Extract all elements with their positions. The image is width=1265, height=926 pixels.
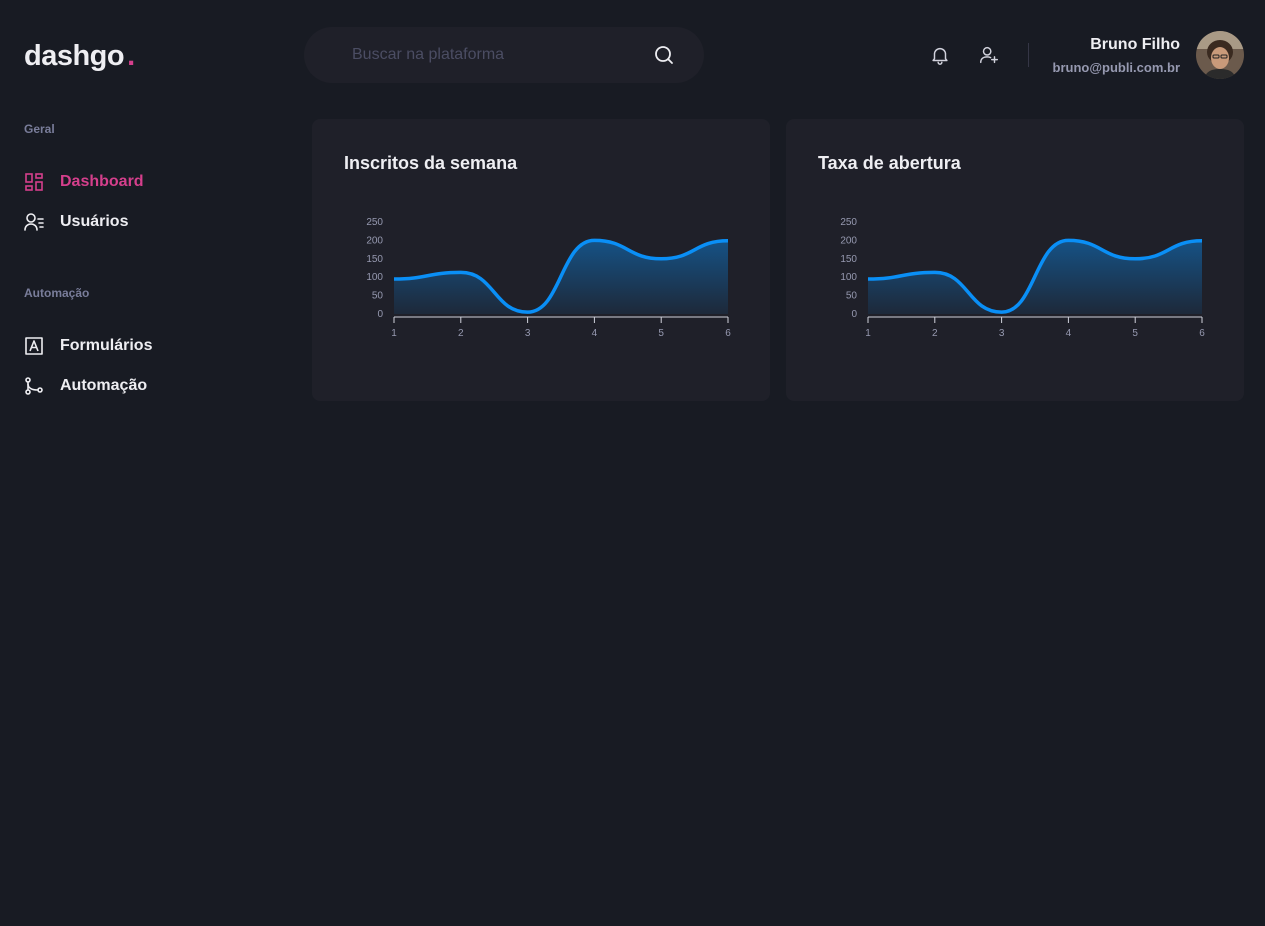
sidebar-item-dashboard[interactable]: Dashboard xyxy=(24,170,144,194)
user-add-icon[interactable] xyxy=(978,44,1000,66)
chart-x-tick-label: 2 xyxy=(458,328,464,339)
chart-card: Inscritos da semana 1 2 3 4 5 6 0 50 100 150 200 25… xyxy=(312,119,770,401)
chart-y-tick-label: 50 xyxy=(846,291,858,302)
chart-card: Taxa de abertura 1 2 3 4 5 6 0 50 100 150 200 250 xyxy=(786,119,1244,401)
chart-x-tick-label: 1 xyxy=(865,328,871,339)
search-input[interactable] xyxy=(352,27,642,83)
area-chart: 1 2 3 4 5 6 0 50 100 150 200 250 xyxy=(840,217,1205,339)
search-bar[interactable] xyxy=(304,27,704,83)
chart-y-tick-label: 100 xyxy=(840,272,857,283)
sidebar-section-title-automacao: Automação xyxy=(24,286,90,300)
sidebar-item-label: Dashboard xyxy=(60,173,144,190)
chart-x-tick-label: 3 xyxy=(999,328,1005,339)
logo-dot: . xyxy=(127,40,135,72)
sidebar-item-label: Formulários xyxy=(60,337,153,354)
chart-series-line xyxy=(393,238,729,314)
sidebar-item-label: Usuários xyxy=(60,213,129,230)
search-icon[interactable] xyxy=(652,43,676,67)
dashboard-icon xyxy=(25,173,43,191)
chart-y-tick-label: 150 xyxy=(366,254,383,265)
chart-y-tick-label: 200 xyxy=(840,235,857,246)
chart-y-tick-label: 100 xyxy=(366,272,383,283)
card-title: Taxa de abertura xyxy=(818,153,961,173)
chart-y-tick-label: 50 xyxy=(372,291,384,302)
chart-y-tick-label: 0 xyxy=(377,309,383,320)
card-title: Inscritos da semana xyxy=(344,153,518,173)
chart-x-tick-label: 6 xyxy=(1199,328,1205,339)
sidebar-item-usuarios[interactable]: Usuários xyxy=(24,210,128,234)
chart-y-tick-label: 0 xyxy=(851,309,857,320)
area-chart: 1 2 3 4 5 6 0 50 100 150 200 250 xyxy=(366,217,731,339)
sidebar-section-title-geral: Geral xyxy=(24,122,55,136)
chart-x-tick-label: 2 xyxy=(932,328,938,339)
chart-x-tick-label: 6 xyxy=(725,328,731,339)
avatar[interactable] xyxy=(1196,31,1244,79)
chart-y-tick-label: 250 xyxy=(840,217,857,228)
chart-x-tick-label: 4 xyxy=(1066,328,1072,339)
form-icon xyxy=(25,337,43,355)
profile-name: Bruno Filho xyxy=(1090,36,1180,53)
chart-y-tick-label: 150 xyxy=(840,254,857,265)
logo-text: dashgo xyxy=(24,40,125,72)
chart-series-line xyxy=(867,238,1203,314)
chart-y-tick-label: 200 xyxy=(366,235,383,246)
git-merge-icon xyxy=(25,377,43,395)
sidebar-item-label: Automação xyxy=(60,377,148,394)
chart-y-tick-label: 250 xyxy=(366,217,383,228)
sidebar-item-formularios[interactable]: Formulários xyxy=(24,334,152,358)
chart-x-tick-label: 1 xyxy=(391,328,397,339)
bell-icon[interactable] xyxy=(929,44,951,66)
chart-x-tick-label: 3 xyxy=(525,328,531,339)
chart-x-tick-label: 5 xyxy=(658,328,664,339)
profile-email: bruno@publi.com.br xyxy=(1052,60,1181,75)
header-divider xyxy=(1028,43,1029,67)
logo: dashgo. xyxy=(24,36,135,76)
users-icon xyxy=(24,213,44,231)
chart-x-tick-label: 5 xyxy=(1132,328,1138,339)
chart-x-tick-label: 4 xyxy=(592,328,598,339)
sidebar-item-automacao[interactable]: Automação xyxy=(24,374,147,398)
